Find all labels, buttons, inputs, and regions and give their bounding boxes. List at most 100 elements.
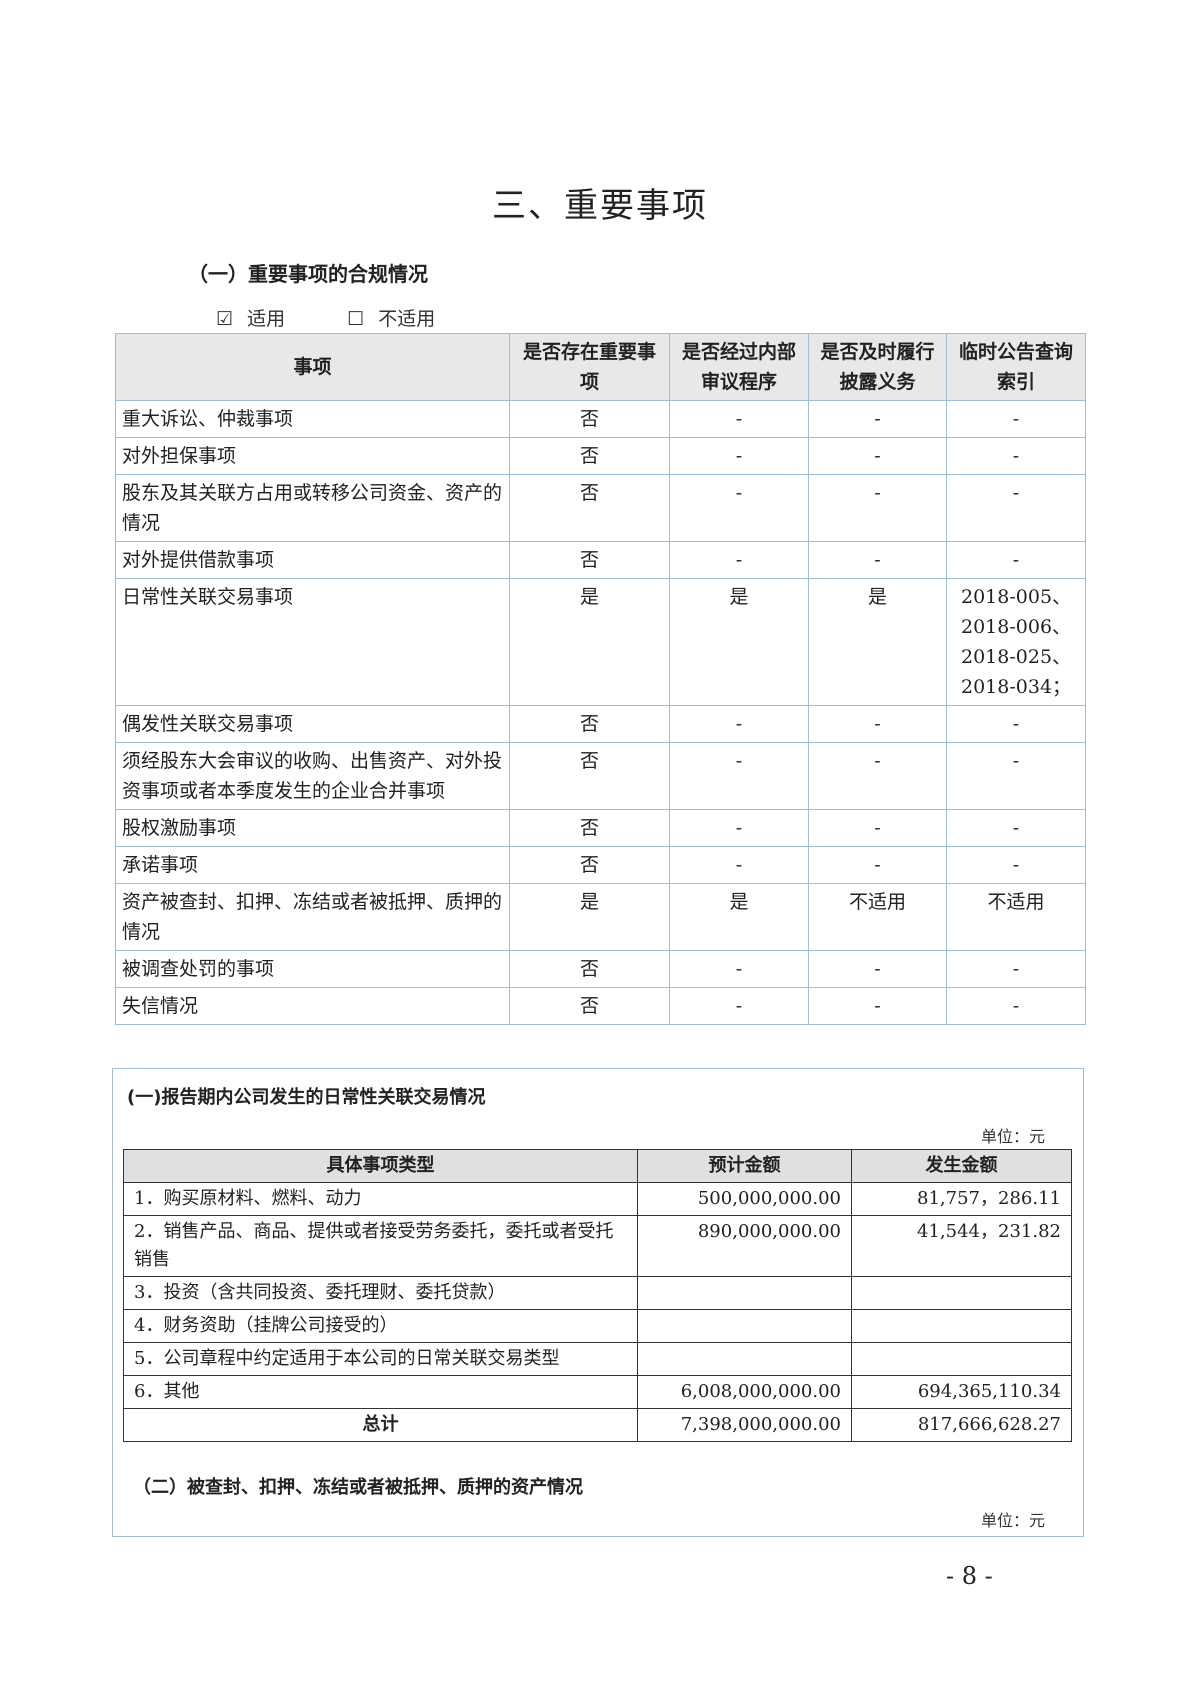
section-heading: （一）重要事项的合规情况: [188, 262, 428, 286]
checked-box-icon: ☑: [216, 308, 234, 330]
value-cell: -: [669, 987, 809, 1025]
table-row: 4．财务资助（挂牌公司接受的）: [123, 1309, 1072, 1343]
value-cell: -: [669, 474, 809, 542]
item-cell: 承诺事项: [115, 846, 510, 884]
value-cell: 是: [669, 883, 809, 951]
value-cell: -: [946, 705, 1086, 743]
value-cell: 否: [509, 474, 670, 542]
amount-cell: [637, 1276, 852, 1310]
item-cell: 须经股东大会审议的收购、出售资产、对外投资事项或者本季度发生的企业合并事项: [115, 742, 510, 810]
value-cell: -: [946, 742, 1086, 810]
applicability-options: ☑ 适用 ☐ 不适用: [216, 304, 443, 331]
type-cell: 6．其他: [123, 1375, 638, 1409]
box-title: (一)报告期内公司发生的日常性关联交易情况: [127, 1087, 486, 1108]
related-transactions-table: 具体事项类型 预计金额 发生金额 1．购买原材料、燃料、动力 500,000,000.…: [123, 1149, 1072, 1442]
table-row: 日常性关联交易事项是是是 2018-005、2018-006、2018-025、2…: [115, 578, 1086, 706]
amount-cell: 500,000,000.00: [637, 1182, 852, 1216]
value-cell: 否: [509, 950, 670, 988]
table-row: 须经股东大会审议的收购、出售资产、对外投资事项或者本季度发生的企业合并事项否 - -…: [115, 742, 1086, 810]
table-row: 承诺事项否 - - -: [115, 846, 1086, 884]
total-label: 总计: [123, 1408, 638, 1442]
related-transactions-box: (一)报告期内公司发生的日常性关联交易情况 单位：元 具体事项类型 预计金额 发生金…: [112, 1068, 1084, 1537]
amount-cell: 694,365,110.34: [851, 1375, 1072, 1409]
item-cell: 被调查处罚的事项: [115, 950, 510, 988]
value-cell: 否: [509, 541, 670, 579]
value-cell: -: [669, 705, 809, 743]
value-cell: -: [808, 987, 947, 1025]
type-cell: 1．购买原材料、燃料、动力: [123, 1182, 638, 1216]
value-cell: -: [808, 474, 947, 542]
item-cell: 失信情况: [115, 987, 510, 1025]
value-cell: -: [946, 809, 1086, 847]
value-cell: -: [808, 400, 947, 438]
page-title: 三、重要事项: [492, 186, 708, 226]
unit-label-2: 单位：元: [980, 1511, 1045, 1530]
table-row: 股东及其关联方占用或转移公司资金、资产的情况否 - - -: [115, 474, 1086, 542]
item-cell: 对外担保事项: [115, 437, 510, 475]
amount-cell: 81,757，286.11: [851, 1182, 1072, 1216]
value-cell: -: [669, 541, 809, 579]
value-cell: -: [808, 846, 947, 884]
item-cell: 对外提供借款事项: [115, 541, 510, 579]
amount-cell: 41,544，231.82: [851, 1215, 1072, 1277]
table-row: 被调查处罚的事项否 - - -: [115, 950, 1086, 988]
column-header: 具体事项类型: [123, 1149, 638, 1183]
amount-cell: [637, 1309, 852, 1343]
table-row: 6．其他 6,008,000,000.00 694,365,110.34: [123, 1375, 1072, 1409]
type-cell: 3．投资（含共同投资、委托理财、委托贷款）: [123, 1276, 638, 1310]
type-cell: 5．公司章程中约定适用于本公司的日常关联交易类型: [123, 1342, 638, 1376]
item-cell: 股权激励事项: [115, 809, 510, 847]
column-header: 事项: [115, 333, 510, 401]
compliance-table: 事项 是否存在重要事项 是否经过内部审议程序 是否及时履行披露义务 临时公告查询索引 重…: [115, 333, 1086, 1025]
value-cell: 不适用: [946, 883, 1086, 951]
value-cell: 否: [509, 742, 670, 810]
value-cell: -: [808, 742, 947, 810]
amount-cell: [851, 1309, 1072, 1343]
value-cell: 否: [509, 846, 670, 884]
table-row: 对外提供借款事项否 - - -: [115, 541, 1086, 579]
column-header: 临时公告查询索引: [946, 333, 1086, 401]
table-row: 3．投资（含共同投资、委托理财、委托贷款）: [123, 1276, 1072, 1310]
box-title-2: （二）被查封、扣押、冻结或者被抵押、质押的资产情况: [133, 1477, 583, 1498]
value-cell: 是: [808, 578, 947, 706]
table-row: 失信情况否 - - -: [115, 987, 1086, 1025]
type-cell: 4．财务资助（挂牌公司接受的）: [123, 1309, 638, 1343]
value-cell: -: [946, 400, 1086, 438]
value-cell: -: [808, 437, 947, 475]
value-cell: -: [808, 950, 947, 988]
value-cell: -: [669, 742, 809, 810]
item-cell: 重大诉讼、仲裁事项: [115, 400, 510, 438]
amount-cell: [637, 1342, 852, 1376]
item-cell: 股东及其关联方占用或转移公司资金、资产的情况: [115, 474, 510, 542]
value-cell: -: [946, 541, 1086, 579]
value-cell: 否: [509, 987, 670, 1025]
page-number: - 8 -: [946, 1562, 993, 1590]
item-cell: 日常性关联交易事项: [115, 578, 510, 706]
value-cell: -: [669, 809, 809, 847]
value-cell: 否: [509, 437, 670, 475]
value-cell: -: [669, 437, 809, 475]
value-cell: -: [946, 987, 1086, 1025]
total-row: 总计 7,398,000,000.00 817,666,628.27: [123, 1408, 1072, 1442]
table-row: 5．公司章程中约定适用于本公司的日常关联交易类型: [123, 1342, 1072, 1376]
value-cell: 是: [669, 578, 809, 706]
table-row: 偶发性关联交易事项否 - - -: [115, 705, 1086, 743]
table-row: 资产被查封、扣押、冻结或者被抵押、质押的情况是是不适用 不适用: [115, 883, 1086, 951]
table-row: 股权激励事项否 - - -: [115, 809, 1086, 847]
amount-cell: 890,000,000.00: [637, 1215, 852, 1277]
value-cell: -: [808, 809, 947, 847]
table-row: 对外担保事项否 - - -: [115, 437, 1086, 475]
column-header: 是否存在重要事项: [509, 333, 670, 401]
applicable-label: 适用: [247, 308, 286, 330]
item-cell: 资产被查封、扣押、冻结或者被抵押、质押的情况: [115, 883, 510, 951]
value-cell: 是: [509, 578, 670, 706]
value-cell: 否: [509, 809, 670, 847]
value-cell: -: [946, 437, 1086, 475]
table-row: 1．购买原材料、燃料、动力 500,000,000.00 81,757，286.11: [123, 1182, 1072, 1216]
total-amount: 7,398,000,000.00: [637, 1408, 852, 1442]
value-cell: 否: [509, 400, 670, 438]
unchecked-box-icon: ☐: [347, 308, 365, 330]
total-amount: 817,666,628.27: [851, 1408, 1072, 1442]
value-cell: -: [669, 400, 809, 438]
